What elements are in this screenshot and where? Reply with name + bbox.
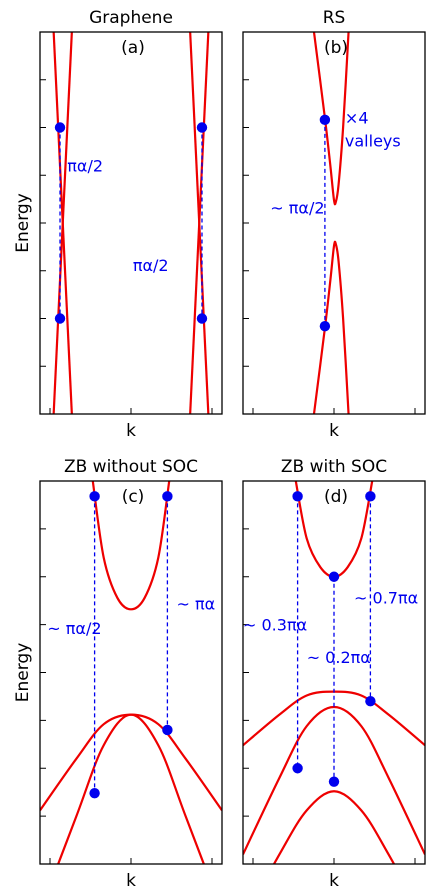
annotation-1: ~ 0.3πα	[243, 615, 307, 634]
band-line-3	[56, 713, 206, 864]
state-marker-4	[196, 313, 208, 324]
state-marker-3	[196, 122, 208, 133]
band-line-1	[91, 481, 171, 611]
band-curves	[312, 32, 350, 414]
panel-tag: (c)	[122, 487, 145, 507]
state-marker-2	[54, 313, 66, 324]
axes-frame	[242, 480, 426, 865]
band-line-3	[243, 705, 425, 855]
panel-tag: (b)	[324, 38, 348, 58]
annotation-1: ×4	[345, 109, 369, 128]
state-marker-5	[365, 491, 376, 502]
y-axis-label: Energy	[13, 643, 33, 703]
state-marker-3	[162, 491, 173, 502]
panel-tag: (d)	[324, 487, 348, 507]
x-axis-label: k	[126, 421, 136, 441]
panel-4: ZB with SOC (d) k ~ 0.3πα~ 0.2πα ~ 0.7πα	[242, 457, 426, 888]
state-marker-6	[365, 696, 376, 707]
state-marker-1	[292, 491, 303, 502]
annotation-2: πα/2	[133, 256, 169, 275]
state-marker-1	[319, 114, 331, 126]
state-marker-1	[54, 122, 66, 133]
annotation-2: ~ 0.2πα	[307, 648, 371, 667]
x-axis-label: k	[329, 421, 339, 441]
state-marker-4	[328, 776, 340, 787]
state-marker-2	[292, 763, 303, 774]
band-line-2	[52, 32, 73, 414]
band-curves	[40, 481, 222, 864]
x-axis-label: k	[329, 871, 339, 888]
panel-2: RS (b) k ×4 valleys ~ πα/2	[242, 8, 426, 441]
annotation-2: valleys	[345, 132, 401, 151]
x-axis-label: k	[126, 871, 136, 888]
panel-title: RS	[323, 8, 346, 28]
annotation-3: ~ πα/2	[270, 198, 324, 217]
band-line-2	[312, 240, 350, 414]
state-marker-1	[89, 491, 100, 502]
state-marker-4	[162, 724, 173, 736]
annotation-1: πα/2	[67, 156, 103, 175]
axes-frame	[39, 31, 223, 415]
annotation-2: ~ πα	[177, 594, 216, 613]
y-axis-label: Energy	[13, 193, 33, 253]
state-marker-2	[89, 787, 100, 799]
panel-tag: (a)	[121, 38, 145, 58]
band-line-4	[272, 790, 396, 864]
panel-title: ZB with SOC	[281, 457, 387, 477]
state-marker-3	[328, 571, 340, 582]
panel-1: Graphene (a) k Energy πα/2 πα/2	[13, 8, 223, 441]
panel-title: Graphene	[89, 8, 173, 28]
panels-group: Graphene (a) k Energy πα/2 πα/2 RS (b) k ×4 valley…	[13, 8, 426, 888]
axes-frame	[39, 480, 223, 865]
annotation-1: ~ πα/2	[47, 619, 101, 638]
band-line-2	[40, 713, 222, 812]
panel-3: ZB without SOC (c) k Energy ~ πα/2 ~ πα	[13, 457, 223, 888]
band-curves	[52, 32, 210, 414]
axes-frame	[242, 31, 426, 415]
band-line-4	[189, 32, 210, 414]
state-marker-2	[319, 320, 331, 332]
annotation-3: ~ 0.7πα	[354, 589, 418, 608]
panel-title: ZB without SOC	[64, 457, 198, 477]
